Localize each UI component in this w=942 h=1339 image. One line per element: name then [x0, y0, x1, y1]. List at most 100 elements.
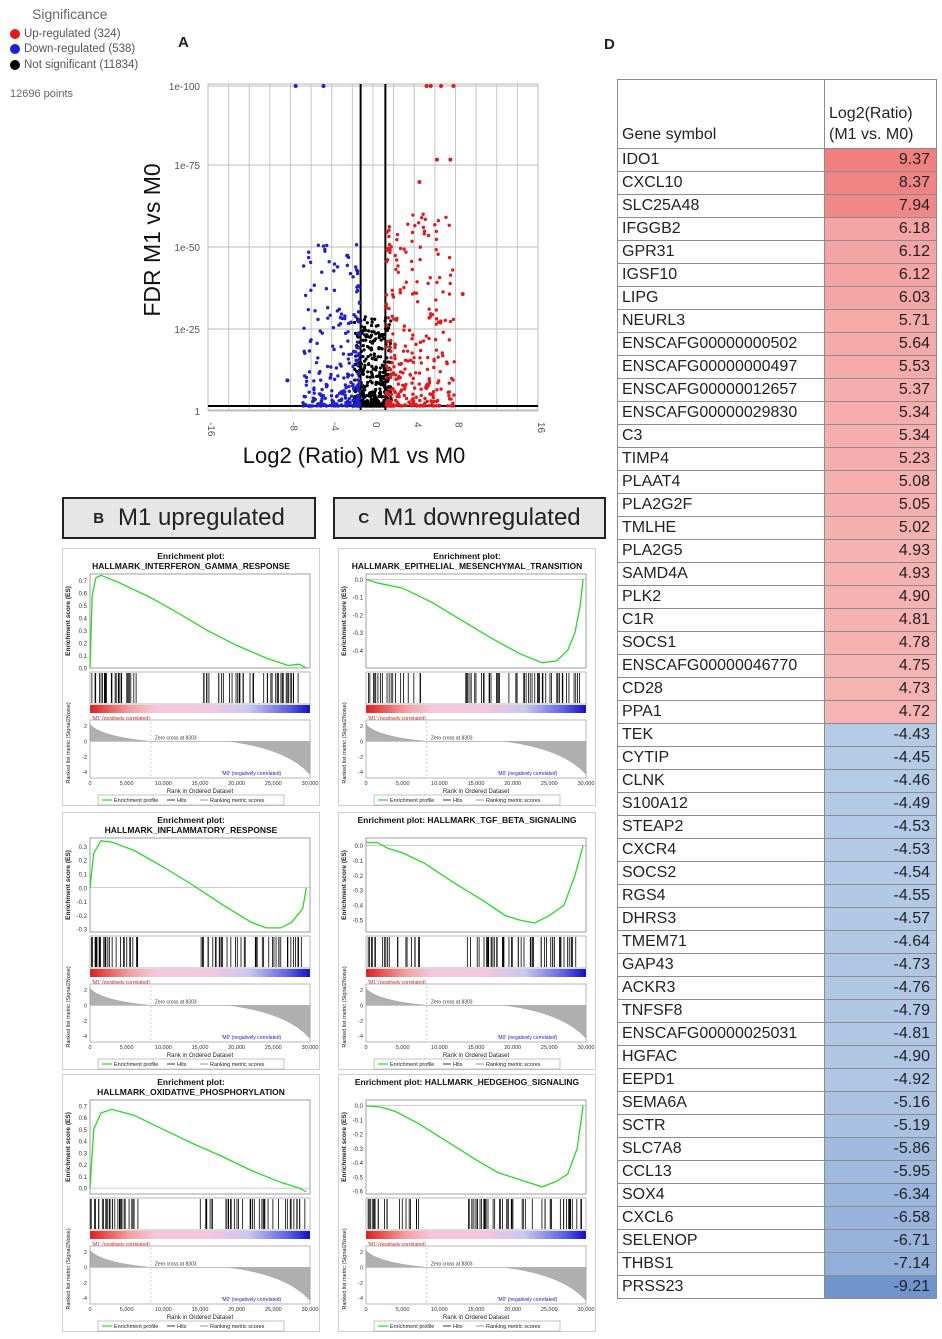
data-point-up	[385, 324, 389, 328]
data-point-ns	[370, 317, 374, 321]
log2-ratio-cell: -4.90	[824, 1045, 937, 1069]
data-point-down	[351, 364, 355, 369]
data-point-up	[431, 390, 436, 394]
data-point-up	[427, 404, 432, 408]
metric-tick-label: -4	[358, 770, 363, 776]
x-tick-label: 15,000	[192, 781, 209, 787]
data-point-up	[426, 355, 430, 360]
metric-tick-label: 0	[84, 739, 87, 745]
data-point-up	[418, 340, 423, 344]
table-row: C3 5.34	[617, 424, 937, 448]
log2-ratio-cell: -4.76	[824, 976, 937, 1000]
hits-frame	[89, 671, 311, 705]
data-point-ns	[379, 334, 383, 338]
data-point-up	[441, 330, 445, 335]
data-point-up	[434, 229, 439, 234]
data-point-up	[427, 336, 431, 341]
data-point-ns	[363, 333, 367, 337]
data-point-up	[412, 355, 416, 360]
neg-corr-label: 'M0' (negatively correlated)	[221, 1035, 281, 1041]
data-point-down	[312, 387, 316, 392]
data-point-down	[357, 396, 361, 401]
data-point-up	[409, 358, 413, 363]
gene-symbol-cell: SLC25A48	[617, 194, 825, 218]
x-tick-label: 10,000	[431, 781, 448, 787]
es-tick-label: -0.4	[353, 904, 364, 910]
legend-hits: Hits	[453, 1062, 463, 1068]
es-axis-label: Enrichment score (ES)	[341, 586, 348, 656]
data-point-up	[423, 217, 428, 222]
x-tick-label: 8	[453, 422, 464, 428]
legend-hits: Hits	[177, 798, 187, 804]
data-point-ns	[366, 399, 370, 403]
gene-symbol-cell: HGFAC	[617, 1045, 825, 1069]
data-point-up	[396, 264, 400, 268]
metric-tick-label: 0	[84, 1003, 87, 1009]
log2-ratio-cell: 5.64	[824, 332, 937, 356]
x-tick-label: 25,000	[265, 1045, 282, 1051]
data-point-ns	[359, 324, 364, 329]
data-point-up	[416, 221, 421, 225]
es-tick-label: -0.2	[353, 1133, 364, 1139]
x-tick-label: 25,000	[541, 1045, 558, 1051]
data-point-ns	[362, 318, 367, 322]
x-tick-label: 30,000	[578, 1045, 595, 1051]
data-point-ns	[382, 332, 386, 337]
x-tick-label: 10,000	[431, 1045, 448, 1051]
up-dot-icon	[10, 28, 20, 39]
table-row: PLK2 4.90	[617, 585, 937, 609]
data-point-down	[355, 271, 360, 276]
table-row: CD28 4.73	[617, 677, 937, 701]
data-point-down	[357, 381, 361, 386]
data-point-down	[341, 352, 346, 356]
data-point-ns	[366, 370, 370, 374]
legend-title: Significance	[32, 6, 108, 22]
data-point-up	[411, 376, 415, 381]
data-point-up	[450, 268, 455, 272]
metric-tick-label: 2	[360, 724, 363, 730]
log2-ratio-cell: 5.34	[824, 401, 937, 425]
pos-corr-label: 'M1' (positively correlated)	[92, 716, 150, 722]
volcano-y-ticks: 1e-100 1e-75 1e-50 1e-25 1	[169, 82, 201, 418]
log2-ratio-cell: 4.81	[824, 608, 937, 632]
data-point-ns	[389, 319, 393, 323]
data-point-down	[316, 356, 320, 360]
pos-corr-label: 'M1' (positively correlated)	[368, 980, 426, 986]
metric-tick-label: 2	[84, 988, 87, 994]
enrichment-curve	[89, 574, 307, 669]
data-point-ns	[374, 382, 378, 386]
data-point-ns	[376, 355, 380, 359]
data-point-down	[340, 404, 344, 408]
data-point-down	[339, 364, 343, 368]
data-point-up	[425, 367, 430, 372]
data-point-ns	[369, 323, 374, 328]
data-point-down	[355, 345, 359, 350]
es-tick-label: -0.2	[77, 914, 88, 920]
data-point-up	[427, 316, 431, 320]
data-point-down	[320, 387, 324, 392]
x-tick-label: 5,000	[396, 781, 410, 787]
table-row: STEAP2 -4.53	[617, 815, 937, 839]
data-point-down	[307, 390, 311, 394]
log2-ratio-cell: -4.46	[824, 769, 937, 793]
legend-metric: Ranking metric scores	[486, 1062, 541, 1068]
volcano-points	[285, 84, 465, 408]
data-point-down	[317, 371, 321, 376]
data-point-ns	[385, 380, 389, 384]
data-point-down	[320, 403, 324, 407]
data-point-down	[336, 374, 340, 378]
data-point-up	[402, 247, 406, 251]
gene-table: Gene symbol Log2(Ratio) (M1 vs. M0) IDO1 9…	[617, 79, 937, 1299]
es-tick-label: -0.3	[353, 631, 364, 637]
down-dot-icon	[10, 44, 20, 55]
es-tick-label: 0.7	[79, 579, 88, 585]
data-point-up	[429, 392, 434, 397]
table-row: SOCS2 -4.54	[617, 861, 937, 885]
data-point-up	[408, 372, 412, 377]
x-tick-label: 30,000	[302, 1307, 319, 1313]
data-point-up	[399, 404, 404, 408]
data-point-ns	[388, 341, 392, 346]
data-point-up	[384, 345, 389, 349]
data-point-up	[393, 343, 398, 347]
data-point-up	[403, 403, 407, 407]
